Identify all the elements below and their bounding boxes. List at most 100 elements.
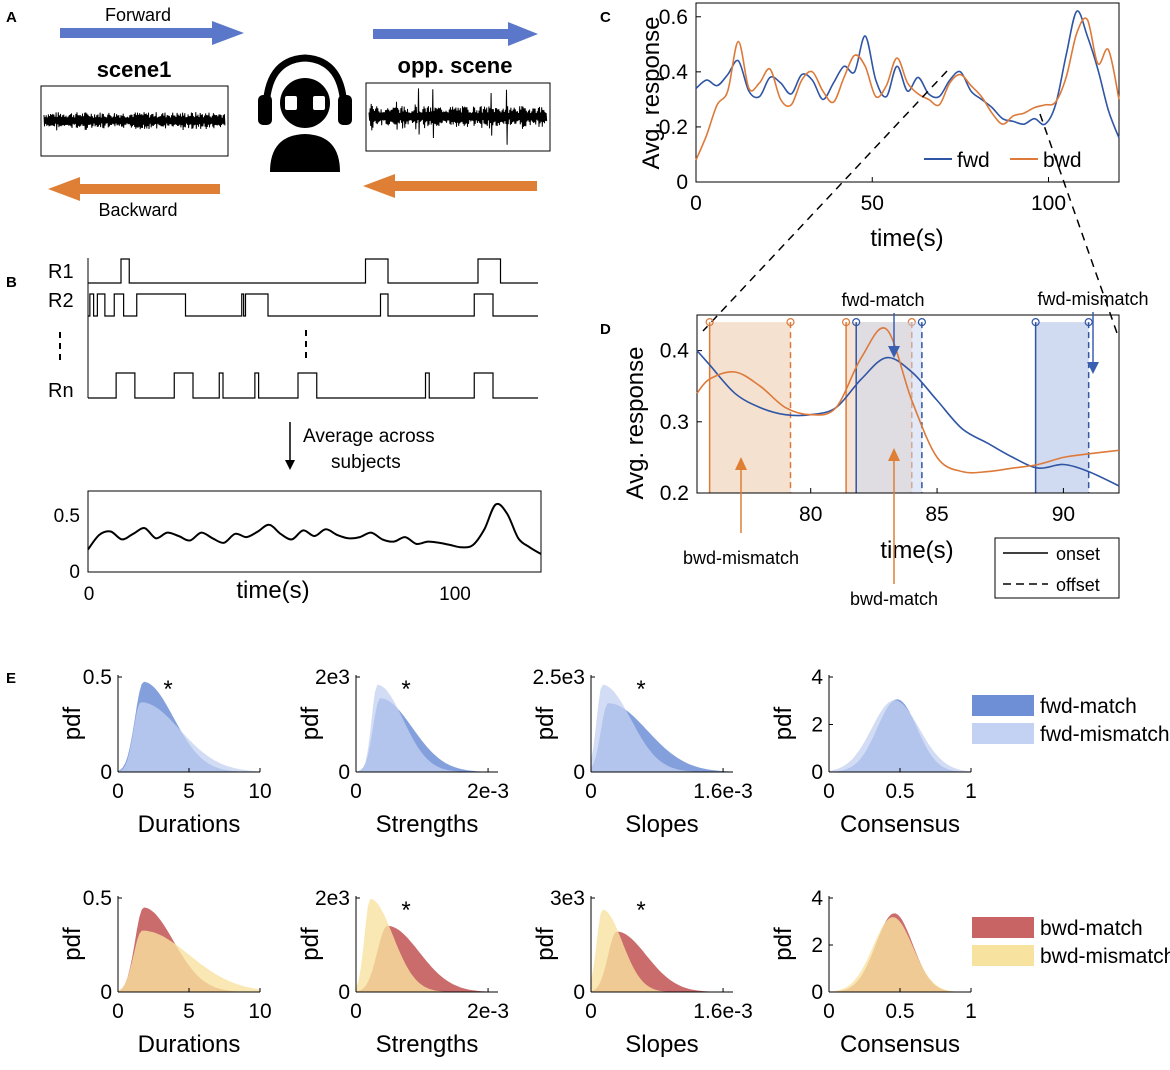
e-ylabel: pdf bbox=[297, 706, 324, 740]
e-ytick-label: 2 bbox=[811, 714, 823, 737]
e-xtick-label: 10 bbox=[248, 1000, 271, 1023]
e-xlabel: Durations bbox=[138, 811, 241, 838]
e-xlabel: Consensus bbox=[840, 1031, 960, 1058]
average-plot-frame bbox=[87, 490, 542, 573]
panel-label-b: B bbox=[6, 274, 17, 291]
d-region-offset-marker bbox=[1084, 318, 1093, 327]
backward-label: Backward bbox=[98, 200, 177, 220]
e-xtick-label: 10 bbox=[248, 780, 271, 803]
e-subplot-strengths-fwd: 0 2e3 0 2e-3 Strengths pdf * bbox=[297, 666, 509, 838]
d-annotation-bwd-mismatch: bwd-mismatch bbox=[683, 548, 799, 568]
d-xtick-label: 85 bbox=[925, 503, 948, 526]
d-xtick-label: 90 bbox=[1052, 503, 1075, 526]
average-arrowhead-icon bbox=[285, 460, 295, 470]
e-xlabel: Strengths bbox=[376, 1031, 479, 1058]
e-ytick-label: 0 bbox=[100, 981, 112, 1004]
e-density-mismatch bbox=[829, 917, 971, 992]
c-series-fwd-line bbox=[695, 10, 1120, 139]
c-legend-fwd-label: fwd bbox=[957, 149, 990, 172]
e-legend-bwd-mismatch-label: bwd-mismatch bbox=[1040, 945, 1170, 968]
e-xtick-label: 0.5 bbox=[885, 780, 914, 803]
c-ytick-label: 0.6 bbox=[659, 6, 688, 29]
d-region-onset-marker bbox=[841, 318, 851, 327]
e-subplot-slopes-bwd: 0 3e3 0 1.6e-3 Slopes pdf * bbox=[532, 887, 753, 1058]
c-xtick-label: 0 bbox=[690, 192, 702, 215]
e-xtick-label: 0 bbox=[823, 780, 835, 803]
e-xlabel: Strengths bbox=[376, 811, 479, 838]
c-ytick-label: 0 bbox=[676, 171, 688, 194]
e-ytick-label: 0 bbox=[338, 761, 350, 784]
e-xtick-label: 1 bbox=[965, 1000, 977, 1023]
e-significance-star: * bbox=[401, 897, 410, 924]
e-xtick-label: 2e-3 bbox=[467, 780, 509, 803]
d-region-fwd-match bbox=[856, 322, 922, 493]
e-ylabel: pdf bbox=[297, 927, 324, 961]
e-subplot-durations-bwd: 0 0.5 0 5 10 Durations pdf bbox=[59, 887, 272, 1058]
c-ytick-label: 0.4 bbox=[659, 61, 689, 84]
zoom-line-left bbox=[702, 70, 948, 332]
panel-d: D 80 85 900.20.30.4 Avg. response time(s) … bbox=[600, 289, 1149, 609]
d-ytick-label: 0.2 bbox=[660, 482, 689, 505]
e-ylabel: pdf bbox=[532, 927, 559, 961]
e-ytick-label: 3e3 bbox=[550, 887, 585, 910]
e-significance-star: * bbox=[636, 676, 645, 703]
c-xtick-label: 100 bbox=[1031, 192, 1066, 215]
d-legend-onset-label: onset bbox=[1056, 544, 1100, 564]
b-xtick-100: 100 bbox=[439, 584, 471, 605]
e-ylabel: pdf bbox=[59, 927, 86, 961]
e-ylabel: pdf bbox=[770, 706, 797, 740]
e-ytick-label: 2e3 bbox=[315, 887, 350, 910]
d-region-onset-marker bbox=[1031, 318, 1040, 327]
b-xtick-0: 0 bbox=[84, 584, 95, 605]
opp-scene-label: opp. scene bbox=[398, 53, 513, 78]
e-density-mismatch bbox=[356, 898, 498, 992]
opp-scene-waveform bbox=[368, 88, 548, 145]
e-xtick-label: 0 bbox=[112, 780, 124, 803]
e-legend-bwd-mismatch-swatch bbox=[972, 945, 1034, 966]
forward-arrow-icon bbox=[60, 21, 244, 45]
panel-c: C 0 50 100 0 0.2 0.4 0.6 Avg. response time(s)… bbox=[600, 2, 1120, 334]
e-ytick-label: 4 bbox=[811, 887, 823, 910]
e-xtick-label: 0 bbox=[350, 780, 362, 803]
e-ytick-label: 2.5e3 bbox=[532, 666, 585, 689]
d-plot-frame bbox=[696, 314, 1120, 494]
e-legend-bwd-match-label: bwd-match bbox=[1040, 917, 1143, 940]
backward-arrow-right-icon bbox=[363, 174, 537, 198]
d-ylabel: Avg. response bbox=[622, 347, 649, 500]
d-arrowhead-bwd-match-icon bbox=[888, 448, 900, 461]
d-series-bwd-line bbox=[696, 327, 1120, 474]
d-arrowhead-bwd-mismatch-icon bbox=[735, 457, 747, 470]
d-arrowhead-fwd-match-icon bbox=[888, 346, 900, 358]
forward-arrow-right-icon bbox=[373, 22, 538, 46]
e-ytick-label: 0 bbox=[811, 761, 823, 784]
zoom-line-right bbox=[1039, 113, 1118, 334]
e-subplot-durations-fwd: 0 0.5 0 5 10 Durations pdf * bbox=[59, 666, 272, 838]
e-ytick-label: 0 bbox=[573, 761, 585, 784]
e-xlabel: Slopes bbox=[625, 811, 698, 838]
panel-label-a: A bbox=[6, 9, 17, 26]
d-region-onset-marker bbox=[852, 318, 861, 327]
d-region-bwd-mismatch bbox=[709, 322, 791, 493]
e-ylabel: pdf bbox=[532, 706, 559, 740]
row-label-rn: Rn bbox=[48, 380, 74, 402]
panel-label-d: D bbox=[600, 321, 611, 338]
d-annotation-fwd-match: fwd-match bbox=[841, 290, 924, 310]
e-ytick-label: 0 bbox=[811, 981, 823, 1004]
e-legend-bottom: bwd-match bwd-mismatch bbox=[972, 917, 1170, 968]
e-significance-star: * bbox=[163, 676, 172, 703]
d-legend-offset-label: offset bbox=[1056, 575, 1100, 595]
c-legend-bwd-label: bwd bbox=[1043, 149, 1082, 172]
average-text-line2: subjects bbox=[331, 452, 401, 473]
c-series-bwd-line bbox=[695, 17, 1120, 161]
d-xtick-label: 80 bbox=[799, 503, 822, 526]
listener-headphones-icon bbox=[258, 54, 352, 172]
e-xtick-label: 0 bbox=[112, 1000, 124, 1023]
d-region-offset-marker bbox=[786, 318, 795, 327]
b-ytick-05: 0.5 bbox=[54, 506, 80, 527]
e-subplot-slopes-fwd: 0 2.5e3 0 1.6e-3 Slopes pdf * bbox=[532, 666, 753, 838]
e-xtick-label: 1 bbox=[965, 780, 977, 803]
d-ytick-label: 0.3 bbox=[660, 411, 689, 434]
